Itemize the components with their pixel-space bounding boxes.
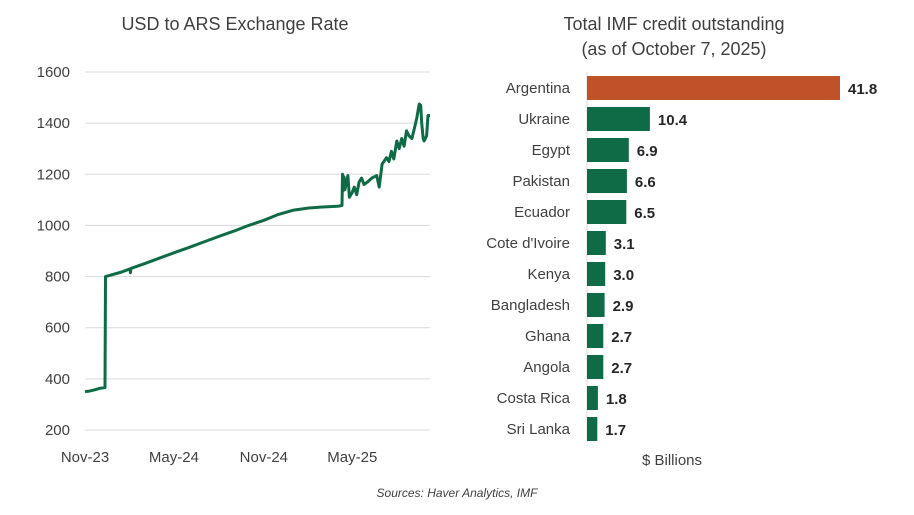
- bar-category-label: Pakistan: [512, 173, 570, 190]
- source-note: Sources: Haver Analytics, IMF: [377, 486, 539, 500]
- line-chart-x-tick-label: May-24: [149, 449, 199, 466]
- bar: [587, 231, 606, 255]
- line-chart-x-tick-label: May-25: [327, 449, 377, 466]
- bar-category-label: Ukraine: [518, 111, 570, 128]
- bar: [587, 107, 650, 131]
- bar-value-label: 3.0: [613, 267, 634, 284]
- exchange-rate-line: [84, 102, 430, 394]
- bar-category-label: Egypt: [532, 142, 571, 159]
- bar-value-label: 3.1: [614, 236, 635, 253]
- bar-value-label: 6.6: [635, 174, 656, 191]
- bar-category-label: Angola: [523, 359, 570, 376]
- bar: [587, 262, 606, 286]
- line-chart-y-tick-label: 400: [45, 371, 70, 388]
- bar-value-label: 6.9: [637, 143, 658, 160]
- bar: [587, 200, 627, 224]
- bar-chart-title-line-1: Total IMF credit outstanding: [563, 14, 784, 34]
- line-chart-title: USD to ARS Exchange Rate: [121, 14, 348, 34]
- line-chart-x-tick-label: Nov-23: [61, 449, 109, 466]
- bar: [587, 417, 598, 441]
- bar-category-label: Kenya: [527, 266, 570, 283]
- bar: [587, 293, 605, 317]
- line-chart-y-ticks: 200 400 600 800 1000 1200 1400 1600: [37, 64, 70, 439]
- bar: [587, 138, 629, 162]
- bar-value-label: 10.4: [658, 112, 688, 129]
- bar: [587, 355, 604, 379]
- bar-value-label: 1.8: [606, 391, 627, 408]
- line-chart-x-ticks: Nov-23 May-24 Nov-24 May-25: [61, 449, 377, 466]
- bar-value-label: 41.8: [848, 81, 877, 98]
- bar-value-label: 6.5: [634, 205, 655, 222]
- bar-category-label: Ecuador: [514, 204, 570, 221]
- bar-category-label: Bangladesh: [491, 297, 570, 314]
- bar-category-label: Sri Lanka: [507, 421, 571, 438]
- line-chart-y-tick-label: 1000: [37, 217, 70, 234]
- bar-chart-title-line-2: (as of October 7, 2025): [581, 39, 766, 59]
- bar-category-label: Argentina: [506, 80, 571, 97]
- line-chart-y-tick-label: 800: [45, 269, 70, 286]
- line-chart-y-tick-label: 1600: [37, 64, 70, 81]
- bar-chart-bars: Argentina 41.8 Ukraine 10.4 Egypt 6.9 Pakistan…: [486, 76, 877, 441]
- line-chart-y-tick-label: 200: [45, 422, 70, 439]
- bar-value-label: 1.7: [605, 422, 626, 439]
- line-chart-gridlines: [85, 71, 430, 431]
- bar: [587, 169, 627, 193]
- bar-category-label: Cote d'Ivoire: [486, 235, 570, 252]
- bar-value-label: 2.7: [611, 329, 632, 346]
- bar-category-label: Costa Rica: [497, 390, 571, 407]
- bar-value-label: 2.7: [611, 360, 632, 377]
- line-chart-y-tick-label: 1200: [37, 166, 70, 183]
- bar-category-label: Ghana: [525, 328, 571, 345]
- line-chart-x-tick-label: Nov-24: [240, 449, 288, 466]
- bar-chart-x-axis-label: $ Billions: [642, 452, 702, 469]
- bar-value-label: 2.9: [613, 298, 634, 315]
- line-chart: USD to ARS Exchange Rate 200 400 600 800 100…: [37, 14, 430, 466]
- bar: [587, 386, 598, 410]
- bar: [587, 324, 604, 348]
- bar: [587, 76, 840, 100]
- bar-chart: Total IMF credit outstanding (as of Octo…: [486, 14, 877, 469]
- line-chart-y-tick-label: 1400: [37, 115, 70, 132]
- line-chart-y-tick-label: 600: [45, 320, 70, 337]
